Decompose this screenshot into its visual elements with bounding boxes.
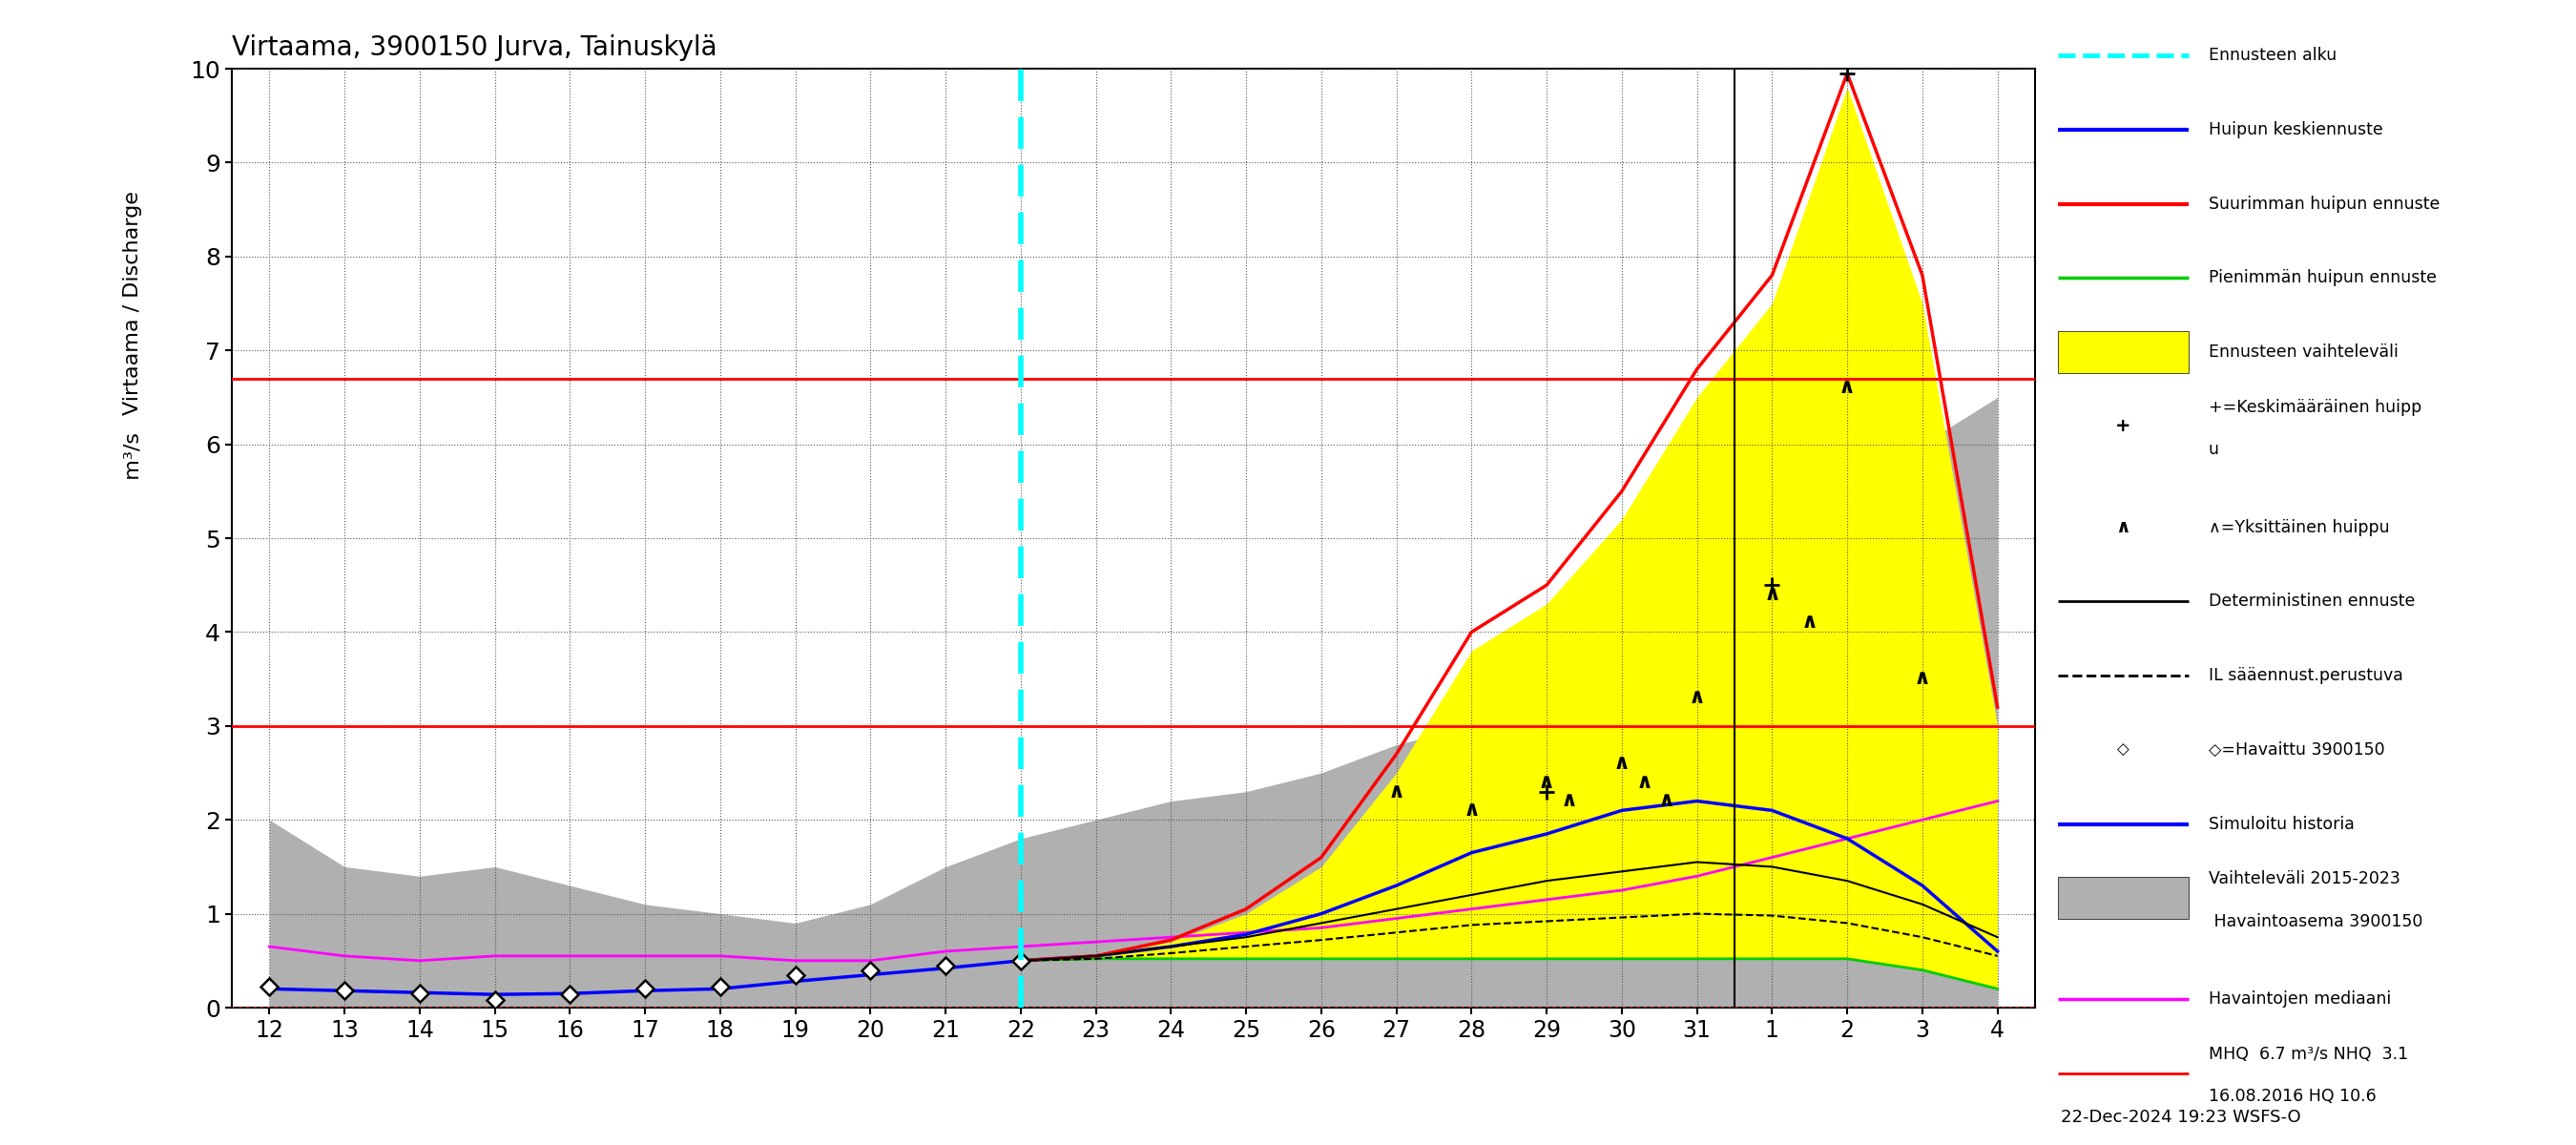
- Text: Deterministinen ennuste: Deterministinen ennuste: [2208, 593, 2416, 610]
- Text: ∧: ∧: [1687, 688, 1705, 708]
- Text: 16.08.2016 HQ 10.6: 16.08.2016 HQ 10.6: [2208, 1088, 2375, 1105]
- Text: Pienimmän huipun ennuste: Pienimmän huipun ennuste: [2208, 269, 2437, 286]
- Text: Huipun keskiennuste: Huipun keskiennuste: [2208, 121, 2383, 139]
- Text: u: u: [2208, 441, 2218, 458]
- Text: ∧: ∧: [1636, 773, 1654, 791]
- Text: ◇=Havaittu 3900150: ◇=Havaittu 3900150: [2208, 741, 2385, 758]
- Text: MHQ  6.7 m³/s NHQ  3.1: MHQ 6.7 m³/s NHQ 3.1: [2208, 1045, 2409, 1063]
- Text: ∧: ∧: [1914, 670, 1932, 688]
- Text: ∧: ∧: [1765, 585, 1780, 603]
- Text: ∧=Yksittäinen huippu: ∧=Yksittäinen huippu: [2208, 519, 2391, 536]
- Bar: [2058, 331, 2190, 373]
- Text: Vaihteleväli 2015-2023: Vaihteleväli 2015-2023: [2208, 870, 2401, 887]
- Text: Ennusteen vaihteleväli: Ennusteen vaihteleväli: [2208, 344, 2398, 361]
- Text: 22-Dec-2024 19:23 WSFS-O: 22-Dec-2024 19:23 WSFS-O: [2061, 1108, 2300, 1126]
- Text: Ennusteen alku: Ennusteen alku: [2208, 47, 2336, 64]
- Text: Suurimman huipun ennuste: Suurimman huipun ennuste: [2208, 195, 2439, 212]
- Bar: [2058, 877, 2190, 919]
- Text: ∧: ∧: [1801, 613, 1819, 632]
- Text: +: +: [2115, 417, 2130, 435]
- Text: ∧: ∧: [1613, 753, 1631, 773]
- Text: ∧: ∧: [1463, 800, 1481, 820]
- Text: Virtaama / Discharge: Virtaama / Discharge: [124, 191, 142, 416]
- Text: Simuloitu historia: Simuloitu historia: [2208, 815, 2354, 832]
- Text: ∧: ∧: [1561, 791, 1579, 811]
- Text: m³/s: m³/s: [124, 433, 142, 493]
- Text: ◇: ◇: [2117, 741, 2130, 758]
- Text: +=Keskimääräinen huipp: +=Keskimääräinen huipp: [2208, 398, 2421, 416]
- Text: ∧: ∧: [2115, 519, 2130, 536]
- Text: ∧: ∧: [1538, 773, 1556, 791]
- Text: Havaintojen mediaani: Havaintojen mediaani: [2208, 990, 2391, 1008]
- Text: ∧: ∧: [1839, 378, 1855, 397]
- Text: Havaintoasema 3900150: Havaintoasema 3900150: [2208, 913, 2424, 930]
- Text: ∧: ∧: [1388, 782, 1404, 801]
- Text: IL sääennust.perustuva: IL sääennust.perustuva: [2208, 668, 2403, 685]
- Text: ∧: ∧: [1659, 791, 1674, 811]
- Text: Virtaama, 3900150 Jurva, Tainuskylä: Virtaama, 3900150 Jurva, Tainuskylä: [232, 34, 716, 61]
